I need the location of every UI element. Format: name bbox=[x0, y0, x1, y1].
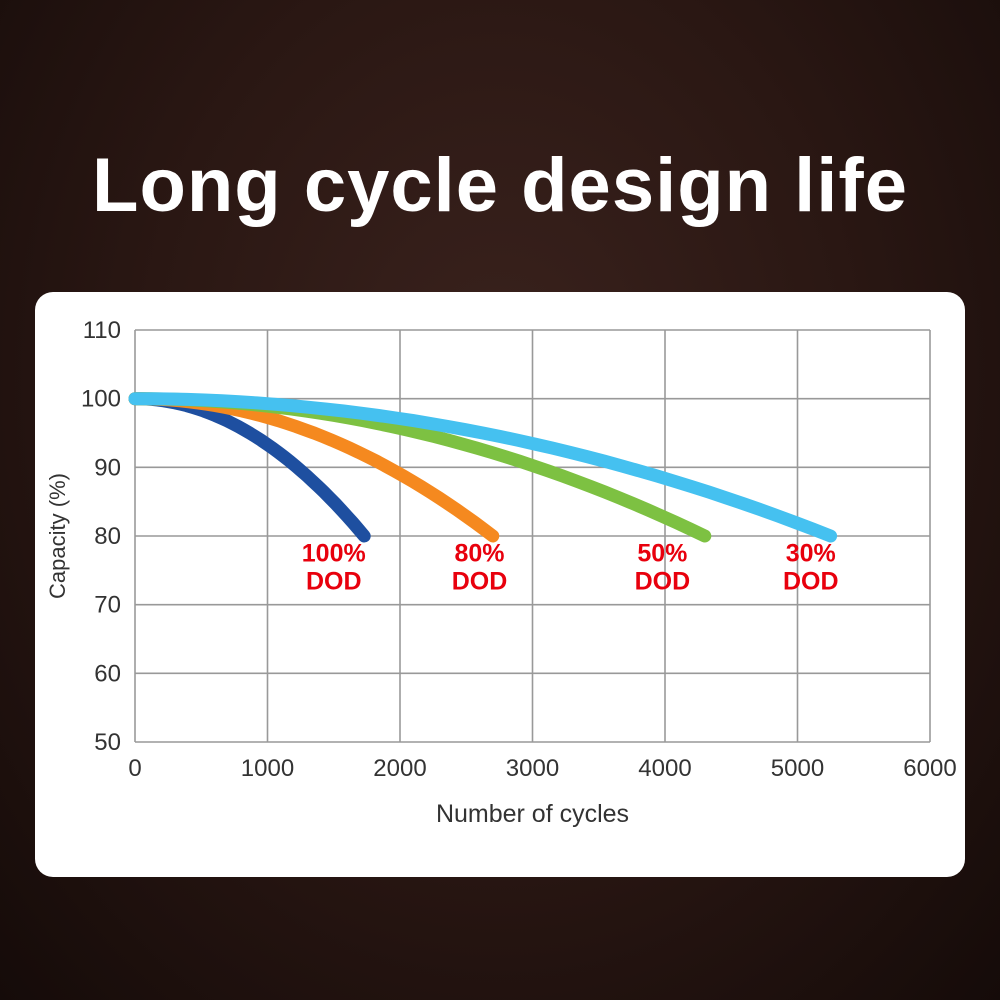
x-tick-label: 4000 bbox=[638, 755, 691, 782]
chart-panel: 50 60 70 80 90 100 110 0 1000 2000 3000 4000 5000 600… bbox=[35, 292, 965, 877]
dod-annotation: 50% bbox=[637, 539, 687, 567]
curve-30-dod bbox=[128, 392, 838, 543]
y-axis-label: Capacity (%) bbox=[45, 473, 70, 599]
y-tick-label: 50 bbox=[94, 729, 121, 756]
y-tick-label: 110 bbox=[83, 317, 121, 344]
y-tick-label: 70 bbox=[94, 592, 121, 619]
dod-annotation: 100% bbox=[302, 539, 366, 567]
x-tick-label: 0 bbox=[128, 755, 141, 782]
y-tick-label: 100 bbox=[81, 386, 121, 413]
dod-annotation: 80% bbox=[454, 539, 504, 567]
x-tick-label: 1000 bbox=[241, 755, 294, 782]
x-tick-label: 5000 bbox=[771, 755, 824, 782]
x-tick-label: 3000 bbox=[506, 755, 559, 782]
dod-annotation: DOD bbox=[635, 568, 691, 596]
dod-annotation: DOD bbox=[306, 568, 362, 596]
x-axis-label: Number of cycles bbox=[436, 800, 629, 828]
y-tick-label: 60 bbox=[94, 660, 121, 687]
dod-annotation: DOD bbox=[452, 568, 508, 596]
y-tick-label: 90 bbox=[94, 454, 121, 481]
page-title: Long cycle design life bbox=[92, 143, 908, 228]
y-tick-label: 80 bbox=[94, 523, 121, 550]
cycle-life-chart: 50 60 70 80 90 100 110 0 1000 2000 3000 4000 5000 600… bbox=[45, 317, 957, 828]
dod-annotation: 30% bbox=[786, 539, 836, 567]
x-tick-label: 2000 bbox=[373, 755, 426, 782]
x-tick-label: 6000 bbox=[903, 755, 956, 782]
dod-annotation: DOD bbox=[783, 568, 839, 596]
